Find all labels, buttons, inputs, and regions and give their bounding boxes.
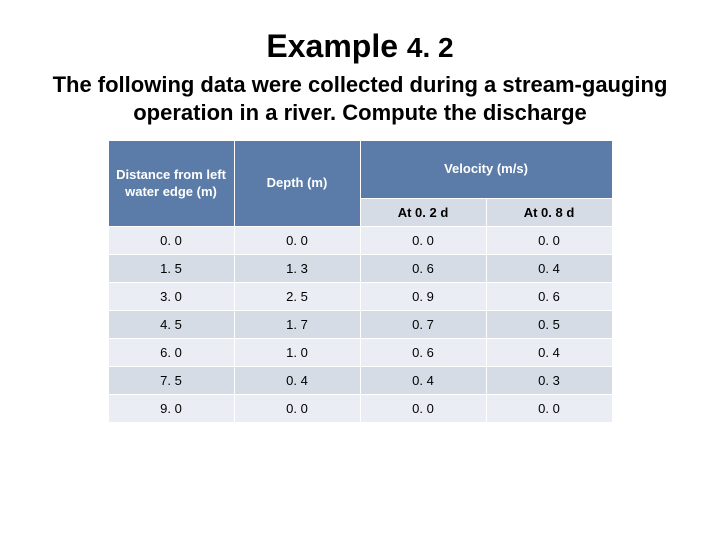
- table-row: 6. 0 1. 0 0. 6 0. 4: [108, 339, 612, 367]
- cell: 0. 4: [486, 339, 612, 367]
- example-title: Example 4. 2: [0, 28, 720, 65]
- table-row: 1. 5 1. 3 0. 6 0. 4: [108, 255, 612, 283]
- table-row: 9. 0 0. 0 0. 0 0. 0: [108, 395, 612, 423]
- col-subheader-02d: At 0. 2 d: [360, 199, 486, 227]
- example-subtitle: The following data were collected during…: [50, 71, 670, 126]
- cell: 9. 0: [108, 395, 234, 423]
- cell: 0. 6: [360, 339, 486, 367]
- cell: 0. 4: [234, 367, 360, 395]
- title-word: Example: [266, 28, 398, 64]
- col-header-velocity: Velocity (m/s): [360, 141, 612, 199]
- cell: 0. 6: [360, 255, 486, 283]
- table-row: 3. 0 2. 5 0. 9 0. 6: [108, 283, 612, 311]
- cell: 0. 3: [486, 367, 612, 395]
- cell: 0. 0: [234, 227, 360, 255]
- cell: 0. 6: [486, 283, 612, 311]
- table-row: 4. 5 1. 7 0. 7 0. 5: [108, 311, 612, 339]
- cell: 0. 0: [234, 395, 360, 423]
- title-number: 4. 2: [407, 32, 454, 63]
- table-body: 0. 0 0. 0 0. 0 0. 0 1. 5 1. 3 0. 6 0. 4 …: [108, 227, 612, 423]
- cell: 1. 5: [108, 255, 234, 283]
- table-row: 7. 5 0. 4 0. 4 0. 3: [108, 367, 612, 395]
- cell: 0. 0: [108, 227, 234, 255]
- cell: 6. 0: [108, 339, 234, 367]
- cell: 1. 0: [234, 339, 360, 367]
- cell: 0. 0: [486, 227, 612, 255]
- cell: 0. 9: [360, 283, 486, 311]
- cell: 0. 5: [486, 311, 612, 339]
- cell: 0. 4: [360, 367, 486, 395]
- cell: 0. 7: [360, 311, 486, 339]
- col-subheader-08d: At 0. 8 d: [486, 199, 612, 227]
- cell: 4. 5: [108, 311, 234, 339]
- cell: 1. 7: [234, 311, 360, 339]
- col-header-depth: Depth (m): [234, 141, 360, 227]
- table-row: 0. 0 0. 0 0. 0 0. 0: [108, 227, 612, 255]
- cell: 0. 0: [360, 227, 486, 255]
- cell: 3. 0: [108, 283, 234, 311]
- cell: 2. 5: [234, 283, 360, 311]
- data-table: Distance from left water edge (m) Depth …: [108, 140, 613, 423]
- col-header-distance: Distance from left water edge (m): [108, 141, 234, 227]
- cell: 1. 3: [234, 255, 360, 283]
- cell: 0. 4: [486, 255, 612, 283]
- cell: 7. 5: [108, 367, 234, 395]
- cell: 0. 0: [360, 395, 486, 423]
- cell: 0. 0: [486, 395, 612, 423]
